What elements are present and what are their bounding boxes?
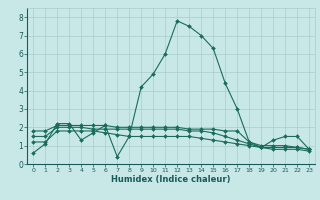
X-axis label: Humidex (Indice chaleur): Humidex (Indice chaleur) (111, 175, 231, 184)
